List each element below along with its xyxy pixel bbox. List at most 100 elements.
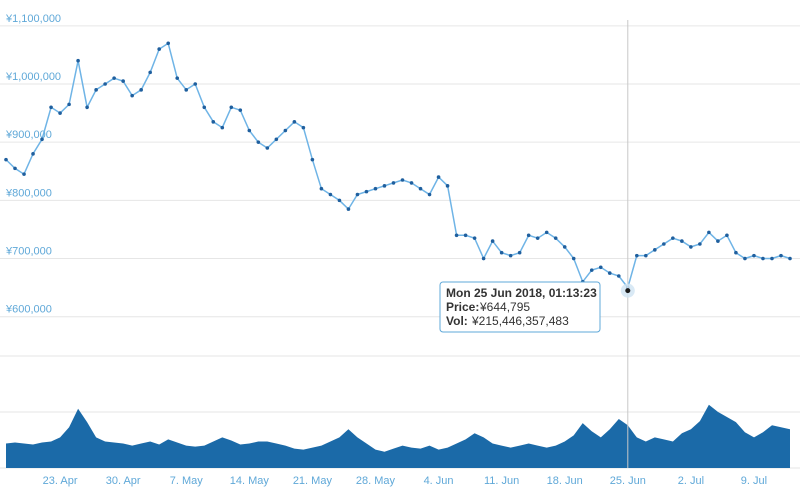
price-point [743,256,747,261]
price-point [734,250,738,255]
price-point [13,166,17,171]
price-point [283,128,288,133]
price-point [373,186,378,191]
price-point [571,256,576,261]
price-point [184,88,189,92]
y-tick-label: ¥700,000 [5,246,52,258]
price-point [202,105,207,110]
x-tick-label: 23. Apr [43,475,78,487]
price-point [436,175,441,179]
price-point [544,230,549,235]
price-point [328,192,333,197]
x-tick-label: 11. Jun [484,475,519,487]
x-tick-label: 9. Jul [741,475,767,487]
price-point [229,105,234,110]
price-point [662,242,666,246]
price-point [671,236,675,240]
price-point [22,172,26,176]
price-point [310,157,315,162]
price-point [157,47,161,51]
price-point [689,245,693,249]
price-point [337,198,342,203]
price-point [463,233,468,238]
price-point [130,93,134,98]
price-point [40,137,44,142]
price-point [211,120,216,124]
price-point [193,82,198,86]
y-tick-label: ¥1,100,000 [5,13,61,25]
y-tick-label: ¥900,000 [5,129,52,141]
price-line [5,42,791,290]
price-point [698,242,702,246]
y-tick-label: ¥600,000 [5,304,52,316]
price-point [319,186,324,191]
price-point [535,236,540,240]
x-tick-label: 7. May [170,475,204,487]
price-point [166,41,171,46]
price-point [103,82,107,86]
price-series [4,41,792,290]
price-point [292,120,297,124]
x-tick-label: 30. Apr [106,475,141,487]
x-axis-ticks: 23. Apr 30. Apr 7. May 14. May 21. May 28. Ma… [43,475,767,487]
price-point [770,256,774,261]
hover-point [620,283,635,298]
y-tick-label: ¥1,000,000 [5,71,61,83]
price-point [607,271,612,275]
price-point [94,88,98,92]
price-point [67,102,71,107]
price-point [644,253,648,258]
price-point [481,256,486,261]
price-point [346,207,351,211]
y-tick-label: ¥800,000 [5,187,52,199]
price-point [256,140,261,144]
price-point [4,157,8,162]
price-point [508,253,513,258]
price-point [680,239,684,243]
gridlines [0,25,800,469]
price-point [725,233,729,238]
volume-series [6,404,790,468]
price-point [562,245,567,249]
price-point [517,250,522,255]
x-tick-label: 4. Jun [424,475,454,487]
price-point [31,152,35,156]
price-point [635,253,639,258]
price-point [139,88,143,92]
price-point [616,274,621,278]
price-point [49,105,53,110]
hover-dot [625,288,631,294]
price-point [598,265,603,270]
y-axis-ticks: ¥600,000 ¥700,000 ¥800,000 ¥900,000 ¥1,000,0… [5,13,61,316]
price-point [526,233,531,238]
price-point [175,76,180,80]
x-tick-label: 25. Jun [610,475,646,487]
price-point [409,181,414,185]
tooltip-box [439,281,601,333]
price-point [761,256,765,261]
price-point [454,233,459,238]
price-point [589,268,594,272]
price-point [707,230,711,235]
price-point [76,58,80,63]
price-point [445,184,450,188]
tooltip-vol-value: ¥215,446,357,483 [471,314,569,328]
price-point [355,192,360,197]
price-point [382,184,387,188]
price-point [400,178,405,182]
x-tick-label: 28. May [356,475,396,487]
price-point [752,253,756,258]
tooltip-price-label: Price: [446,300,479,314]
price-point [274,137,279,142]
volume-area [6,404,790,468]
x-tick-label: 14. May [230,475,270,487]
price-point [427,192,432,197]
price-point [265,146,270,150]
price-point [58,111,62,115]
price-point [121,79,125,83]
price-point [112,76,116,80]
price-point [247,128,252,133]
tooltip-vol-label: Vol: [446,314,468,328]
price-point [499,250,504,255]
